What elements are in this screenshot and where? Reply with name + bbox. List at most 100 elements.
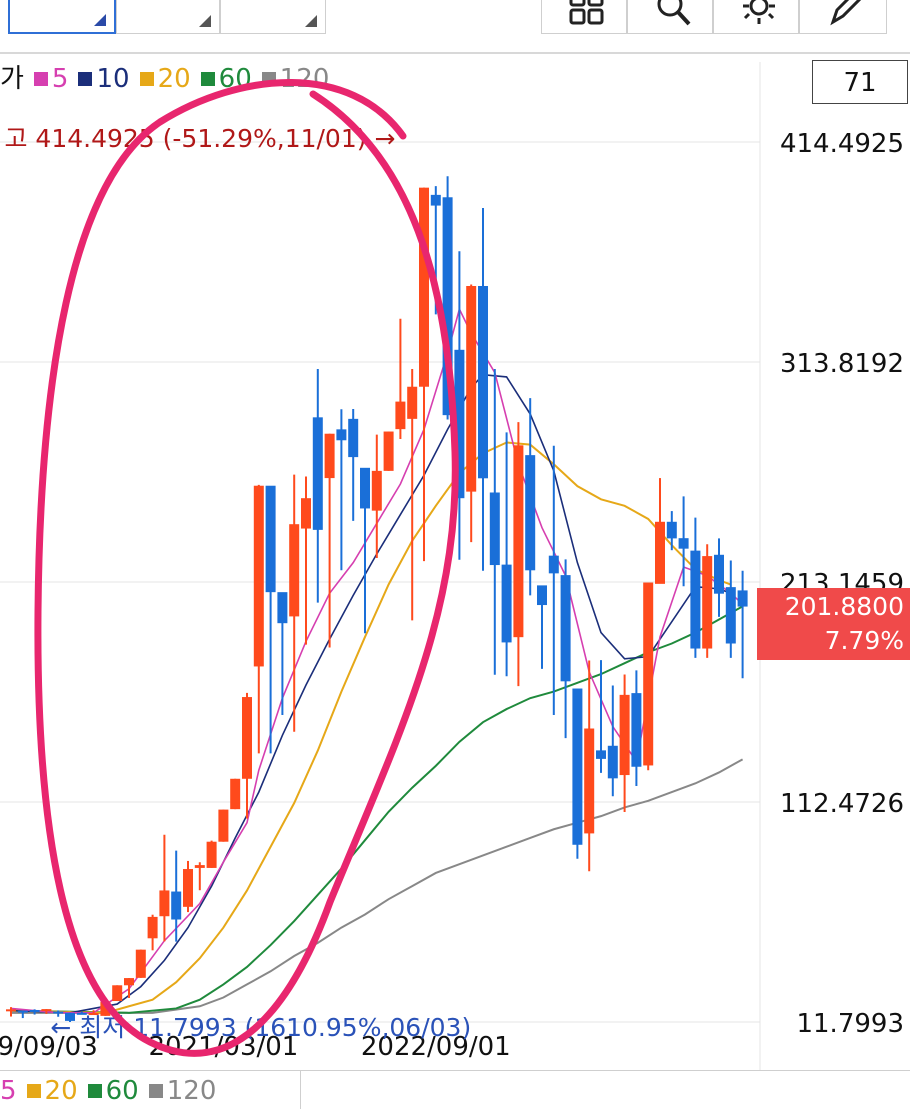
candle-body — [171, 891, 182, 920]
candle-body — [65, 1012, 75, 1021]
candle-body — [513, 445, 524, 638]
candle-body — [194, 865, 205, 868]
candle-body — [383, 431, 394, 471]
candle-body — [88, 1013, 99, 1016]
candle-body — [17, 1010, 28, 1013]
magnifier-icon — [657, 0, 691, 26]
candle-body — [702, 556, 713, 649]
bottom-legend-item[interactable]: 120 — [148, 1071, 217, 1111]
candle-body — [619, 694, 630, 776]
candle — [513, 422, 524, 687]
candle-body — [478, 285, 488, 479]
y-tick-label: 313.8192 — [780, 349, 904, 379]
candle — [666, 511, 677, 551]
legend-item[interactable]: 가 — [0, 60, 24, 98]
candle — [478, 207, 488, 571]
candle — [407, 369, 418, 621]
overlay-dropdown[interactable] — [220, 0, 326, 34]
bottom-ma-legend: 5 20 60 120 — [0, 1070, 910, 1109]
candle — [607, 685, 618, 797]
candle — [65, 1012, 75, 1022]
candle — [501, 432, 512, 677]
axis-labels: 414.4925313.8192213.1459112.472611.79932… — [0, 129, 904, 1062]
period-dropdown[interactable] — [8, 0, 116, 34]
candle-body — [289, 524, 300, 617]
candle — [253, 484, 264, 754]
candle — [631, 670, 642, 786]
candle-count-box[interactable]: 71 — [812, 60, 908, 104]
candle-body — [277, 592, 288, 624]
candle — [643, 582, 654, 771]
candle-body — [159, 890, 170, 917]
candle — [537, 585, 547, 669]
indicator-dropdown[interactable] — [116, 0, 220, 34]
ma120-line — [11, 758, 744, 1014]
toolbar — [0, 0, 910, 54]
candle — [548, 445, 559, 715]
candle — [265, 485, 276, 754]
candle — [348, 409, 359, 521]
legend-item[interactable]: 20 — [139, 60, 191, 98]
candle-body — [100, 1001, 111, 1016]
candle — [572, 688, 583, 859]
legend-label: 60 — [105, 1076, 139, 1106]
candle — [183, 860, 193, 913]
layout-button[interactable] — [541, 0, 627, 34]
legend-label: 20 — [44, 1076, 78, 1106]
bottom-legend-item[interactable]: 20 — [26, 1071, 78, 1111]
candle-body — [324, 433, 335, 479]
candle-body — [525, 455, 536, 571]
legend-label: 가 — [0, 64, 24, 94]
current-price-change: 7.79% — [824, 626, 904, 655]
legend-label: 120 — [166, 1076, 217, 1106]
candle — [135, 949, 146, 978]
legend-item[interactable]: 10 — [78, 60, 130, 98]
candle-body — [348, 418, 359, 458]
bottom-legend-item[interactable]: 60 — [87, 1071, 139, 1111]
candle-body — [489, 492, 500, 566]
candle-body — [737, 590, 748, 607]
legend-item[interactable]: 5 — [33, 60, 68, 98]
moving-average-lines — [10, 306, 744, 1014]
annotations: 고 414.4925 (-51.29%,11/01) →← 최저 11.7993… — [4, 79, 471, 1057]
legend-label: 10 — [96, 64, 130, 94]
candle — [53, 1010, 64, 1017]
bottom-legend-item[interactable]: 5 — [0, 1071, 17, 1111]
legend-label: 5 — [0, 1076, 17, 1106]
x-tick-label: 2022/09/01 — [361, 1032, 511, 1062]
candle-body — [690, 550, 701, 649]
candle — [525, 398, 536, 596]
candle — [76, 1011, 87, 1015]
candle — [289, 474, 300, 732]
candle-body — [584, 728, 595, 834]
candle-body — [655, 521, 665, 584]
legend-label: 20 — [157, 64, 191, 94]
candle — [466, 284, 477, 543]
zoom-button[interactable] — [627, 0, 713, 34]
settings-button[interactable] — [713, 0, 799, 34]
dropdown-arrow-icon — [199, 15, 211, 27]
ma10-line — [10, 373, 732, 1014]
candles — [6, 176, 748, 1022]
candle-body — [41, 1009, 52, 1012]
legend-swatch — [148, 1084, 163, 1098]
draw-tool-button[interactable] — [799, 0, 887, 34]
candle-body — [371, 470, 382, 511]
candle — [242, 692, 252, 819]
candle — [596, 660, 606, 773]
candle-body — [548, 555, 559, 574]
y-tick-label: 414.4925 — [780, 129, 904, 159]
candlestick-chart[interactable]: 414.4925313.8192213.1459112.472611.79932… — [0, 52, 910, 1070]
y-tick-label: 11.7993 — [796, 1009, 904, 1039]
candle-body — [560, 575, 571, 682]
candle-body — [112, 985, 123, 1002]
candle-body — [454, 349, 465, 499]
grid-layout-icon — [569, 0, 604, 25]
candle — [124, 978, 134, 998]
candle-body — [643, 582, 654, 766]
candle-body — [607, 745, 618, 779]
legend-swatch — [33, 72, 48, 86]
candle-body — [301, 498, 311, 529]
candle — [584, 660, 595, 872]
candle — [383, 431, 394, 471]
